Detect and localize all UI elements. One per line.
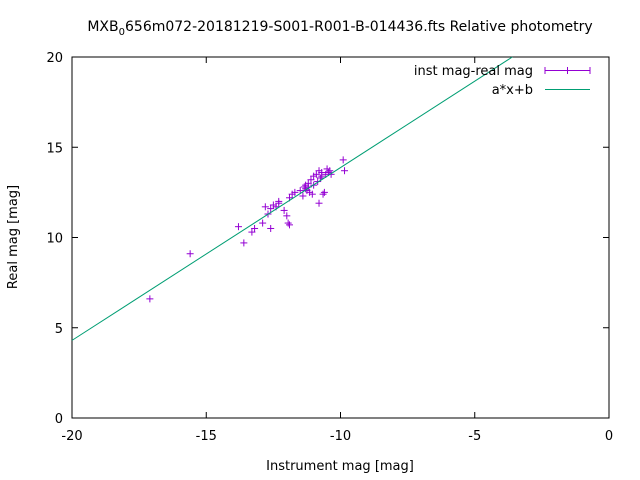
x-tick-label: 0 bbox=[605, 429, 613, 444]
data-point bbox=[285, 221, 293, 229]
data-point bbox=[267, 224, 275, 232]
data-point bbox=[326, 167, 334, 175]
data-point bbox=[312, 170, 320, 178]
y-tick-label: 20 bbox=[46, 51, 63, 66]
fit-line bbox=[71, 56, 513, 341]
plot-area: -20 -15 -10 -5 0 0 5 10 15 20 bbox=[46, 51, 613, 444]
data-point bbox=[315, 199, 323, 207]
axis-ticks: -20 -15 -10 -5 0 0 5 10 15 20 bbox=[46, 51, 613, 444]
y-tick-label: 5 bbox=[55, 322, 63, 337]
data-point bbox=[284, 219, 292, 227]
data-point bbox=[267, 205, 275, 213]
data-point bbox=[314, 178, 322, 186]
chart-title: MXB0656m072-20181219-S001-R001-B-014436.… bbox=[87, 19, 592, 38]
data-point bbox=[248, 228, 256, 236]
x-axis-label: Instrument mag [mag] bbox=[266, 459, 414, 474]
data-point bbox=[307, 176, 315, 184]
y-tick-label: 0 bbox=[55, 412, 63, 427]
data-point bbox=[318, 172, 326, 180]
legend-label-line: a*x+b bbox=[492, 83, 533, 98]
series-layer bbox=[71, 56, 513, 341]
data-point bbox=[319, 190, 327, 198]
y-tick-label: 15 bbox=[46, 141, 63, 156]
data-point bbox=[308, 190, 316, 198]
data-point bbox=[251, 224, 259, 232]
x-tick-label: -20 bbox=[61, 429, 82, 444]
data-point bbox=[327, 170, 335, 178]
data-point bbox=[146, 295, 154, 303]
data-point bbox=[261, 203, 269, 211]
x-tick-label: -15 bbox=[196, 429, 217, 444]
data-point bbox=[186, 250, 194, 258]
plot-frame bbox=[71, 56, 610, 419]
data-point bbox=[234, 223, 242, 231]
data-point bbox=[283, 212, 291, 220]
legend: inst mag-real mag a*x+b bbox=[414, 64, 591, 98]
data-point bbox=[299, 192, 307, 200]
x-tick-label: -5 bbox=[468, 429, 481, 444]
data-point bbox=[291, 188, 299, 196]
y-tick-label: 10 bbox=[46, 232, 63, 247]
legend-label-points: inst mag-real mag bbox=[414, 64, 533, 79]
data-point bbox=[240, 239, 248, 247]
data-point bbox=[339, 156, 347, 164]
data-point bbox=[296, 187, 304, 195]
data-point bbox=[320, 188, 328, 196]
legend-sample-points bbox=[544, 67, 591, 74]
data-point bbox=[280, 206, 288, 214]
data-point bbox=[341, 167, 349, 175]
x-tick-label: -10 bbox=[330, 429, 351, 444]
y-axis-label: Real mag [mag] bbox=[6, 185, 21, 289]
data-point bbox=[275, 197, 283, 205]
data-point bbox=[259, 219, 267, 227]
